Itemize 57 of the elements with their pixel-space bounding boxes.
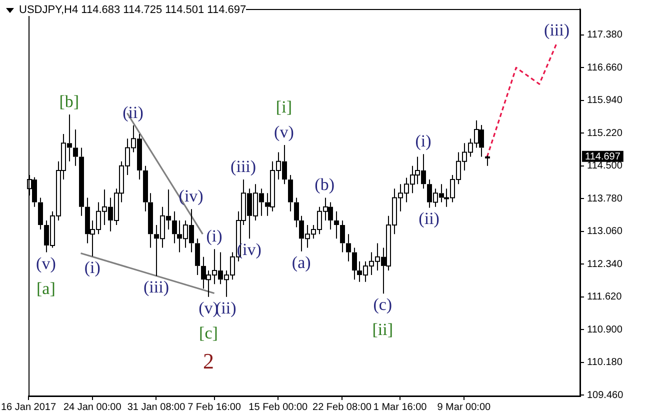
x-tick-label: 1 Mar 16:00 [373, 402, 428, 413]
annotation: (c) [373, 295, 392, 314]
annotation: [i] [276, 97, 292, 116]
y-tick-label: 115.940 [587, 95, 623, 106]
x-tick-label: 16 Jan 2017 [0, 402, 56, 413]
candlestick [73, 129, 78, 166]
y-tick-label: 111.620 [587, 292, 622, 303]
annotation: (i) [206, 226, 222, 246]
candlestick [195, 238, 200, 276]
y-tick-label: 110.180 [587, 357, 623, 368]
candlestick [334, 210, 339, 240]
y-tick-label: 113.060 [587, 226, 623, 238]
annotation: (ii) [122, 102, 144, 122]
y-tick-label: 110.900 [587, 324, 623, 336]
y-tick-label: 113.780 [587, 193, 623, 204]
annotation: [ii] [372, 320, 394, 340]
y-tick-label: 109.460 [587, 390, 624, 401]
y-tick-label: 116.660 [587, 62, 623, 74]
candlestick [485, 155, 490, 166]
x-tick-label: 24 Jan 00:00 [63, 402, 122, 413]
annotation: (iii) [230, 157, 256, 176]
annotation: (iv) [178, 186, 204, 206]
x-tick-label: 31 Jan 08:00 [127, 402, 186, 413]
annotation: [b] [59, 92, 80, 111]
line-series [486, 42, 558, 158]
annotation: (iii) [143, 277, 169, 296]
candlestick [38, 197, 43, 230]
candlestick [79, 147, 84, 216]
annotation: (b) [314, 175, 334, 194]
x-tick-label: 15 Feb 00:00 [248, 402, 308, 413]
x-tick-label: 22 Feb 08:00 [312, 402, 372, 413]
y-tick-label: 112.340 [587, 258, 623, 270]
y-tick-label: 115.220 [587, 128, 623, 139]
candlestick [340, 220, 345, 253]
annotation: (iii) [544, 20, 570, 40]
candlestick [288, 174, 293, 212]
candlestick [352, 247, 357, 280]
annotation: [a] [36, 278, 56, 298]
annotation: (i) [415, 132, 432, 151]
annotation: (ii) [418, 209, 440, 228]
y-tick-label: 117.380 [587, 30, 623, 41]
y-tick-label: 114.500 [587, 160, 623, 172]
candlestick [148, 192, 153, 248]
annotation: (v) [36, 254, 56, 273]
candlestick [143, 165, 148, 212]
text: 114.697 [585, 152, 621, 163]
candlestick [172, 210, 177, 244]
annotation: (v) [274, 122, 294, 142]
annotation: (a) [292, 252, 311, 272]
candlestick [346, 234, 351, 262]
x-tick-label: 7 Feb 16:00 [188, 402, 242, 413]
candlestick [294, 197, 299, 228]
x-tick-label: 9 Mar 00:00 [437, 402, 492, 413]
annotation: [c] [199, 323, 218, 342]
chart-title: USDJPY,H4 114.683 114.725 114.501 114.697 [19, 4, 246, 16]
annotation: 2 [202, 348, 214, 374]
annotation: (i) [84, 258, 100, 277]
